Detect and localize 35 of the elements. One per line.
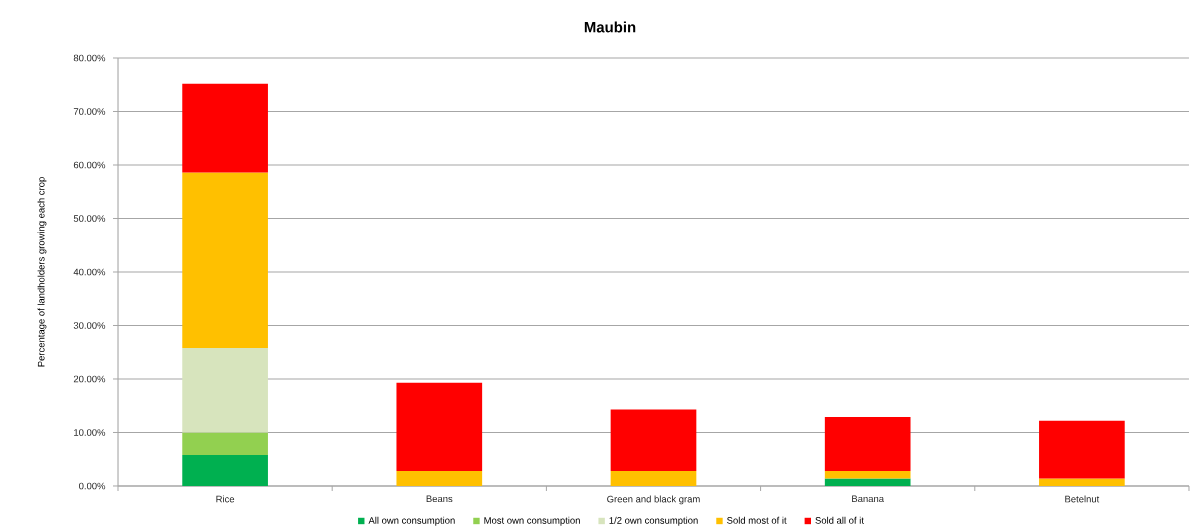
legend-label: Sold most of it [727, 516, 787, 524]
x-tick-label: Beans [426, 495, 453, 503]
legend-label: All own consumption [368, 516, 455, 526]
x-tick-label: Green and black gram [607, 495, 700, 505]
bar [610, 409, 697, 472]
x-tick-label: Banana [852, 495, 884, 503]
y-tick-label: 30.00% [73, 322, 106, 329]
bar [396, 382, 483, 472]
y-tick-label: 60.00% [73, 161, 106, 169]
y-tick-label: 20.00% [73, 375, 106, 383]
bar [824, 478, 911, 486]
legend-label: Most own consumption [484, 516, 580, 526]
y-tick-label: 80.00% [73, 54, 106, 62]
bar [182, 347, 268, 433]
chart-title: Maubin [584, 21, 636, 33]
bar [1039, 420, 1125, 479]
y-tick-label: 70.00% [73, 108, 106, 115]
y-tick-label: 50.00% [73, 215, 106, 222]
bar [182, 83, 268, 173]
x-tick-label: Betelnut [1065, 495, 1100, 503]
bar [182, 454, 268, 486]
legend-label: Sold all of it [815, 516, 864, 524]
bar [1039, 478, 1125, 486]
y-tick-label: 0.00% [79, 482, 106, 490]
x-tick-label: Rice [216, 495, 235, 503]
bar [182, 432, 268, 455]
bar [824, 416, 911, 472]
y-tick-label: 10.00% [74, 429, 106, 436]
y-tick-label: 40.00% [73, 268, 106, 276]
legend-label: 1/2 own consumption [609, 516, 698, 526]
bar [182, 172, 268, 348]
y-axis-title: Percentage of landholders growing each crop [37, 177, 47, 367]
bar [396, 471, 483, 486]
bar [824, 471, 911, 479]
bar [610, 471, 697, 486]
